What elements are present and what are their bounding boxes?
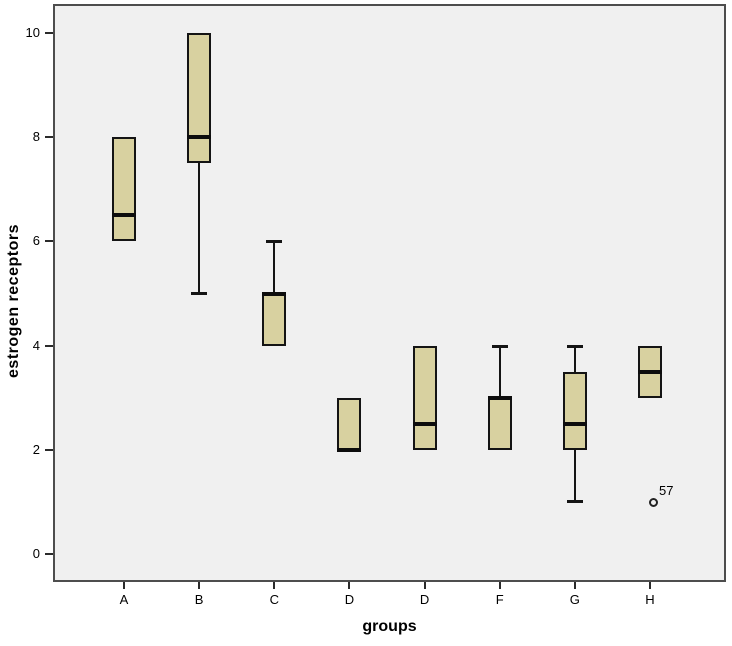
whisker-line <box>573 449 576 502</box>
box <box>262 293 287 346</box>
box <box>412 345 437 450</box>
x-axis-tick-label: D <box>344 592 355 607</box>
x-axis-tick <box>198 582 201 589</box>
y-axis-tick-label: 10 <box>25 25 40 40</box>
x-axis-tick-label: B <box>194 592 204 607</box>
whisker-cap <box>566 344 583 348</box>
y-axis-tick-label: 8 <box>32 129 40 145</box>
whisker-cap <box>266 240 283 244</box>
median-line <box>262 291 287 296</box>
whisker-cap <box>566 499 583 503</box>
y-axis-tick <box>45 136 53 139</box>
median-line <box>337 447 362 452</box>
median-line <box>637 369 662 374</box>
box <box>112 137 136 242</box>
y-axis-tick-label: 4 <box>32 337 40 353</box>
x-axis-title: groups <box>362 618 417 635</box>
x-axis-tick <box>648 582 651 589</box>
x-axis-tick <box>273 582 276 589</box>
box <box>487 397 512 450</box>
x-axis-tick-label: G <box>569 592 580 607</box>
y-axis-tick <box>45 240 53 243</box>
outlier-label: 57 <box>658 482 674 498</box>
box <box>337 397 362 450</box>
y-axis-tick <box>45 553 53 555</box>
median-line <box>187 135 212 140</box>
y-axis-tick-label: 6 <box>32 233 40 249</box>
x-axis-tick-label: D <box>419 592 430 607</box>
x-axis-tick <box>348 582 351 589</box>
box <box>562 371 587 450</box>
whisker-line <box>573 345 576 372</box>
y-axis-tick-label: 2 <box>32 441 40 457</box>
y-axis-tick <box>45 448 53 451</box>
x-axis-tick-label: A <box>119 592 129 607</box>
outlier-point <box>648 497 658 507</box>
whisker-line <box>198 163 201 294</box>
y-axis-tick-label: 0 <box>32 546 40 561</box>
median-line <box>412 421 437 426</box>
y-axis-tick <box>45 344 53 347</box>
plot-area <box>53 4 726 582</box>
x-axis-tick-label: H <box>645 592 655 607</box>
x-axis-tick-label: C <box>269 592 279 607</box>
median-line <box>112 213 136 218</box>
whisker-line <box>498 345 501 398</box>
y-axis-tick <box>45 32 53 34</box>
box <box>187 33 212 164</box>
x-axis-tick <box>423 582 426 589</box>
x-axis-tick <box>573 582 576 589</box>
whisker-cap <box>491 344 508 348</box>
median-line <box>487 395 512 400</box>
x-axis-tick-label: F <box>495 592 504 607</box>
x-axis-tick <box>123 582 125 589</box>
whisker-cap <box>191 291 208 295</box>
x-axis-tick <box>498 582 501 589</box>
whisker-line <box>273 241 276 294</box>
median-line <box>562 421 587 426</box>
